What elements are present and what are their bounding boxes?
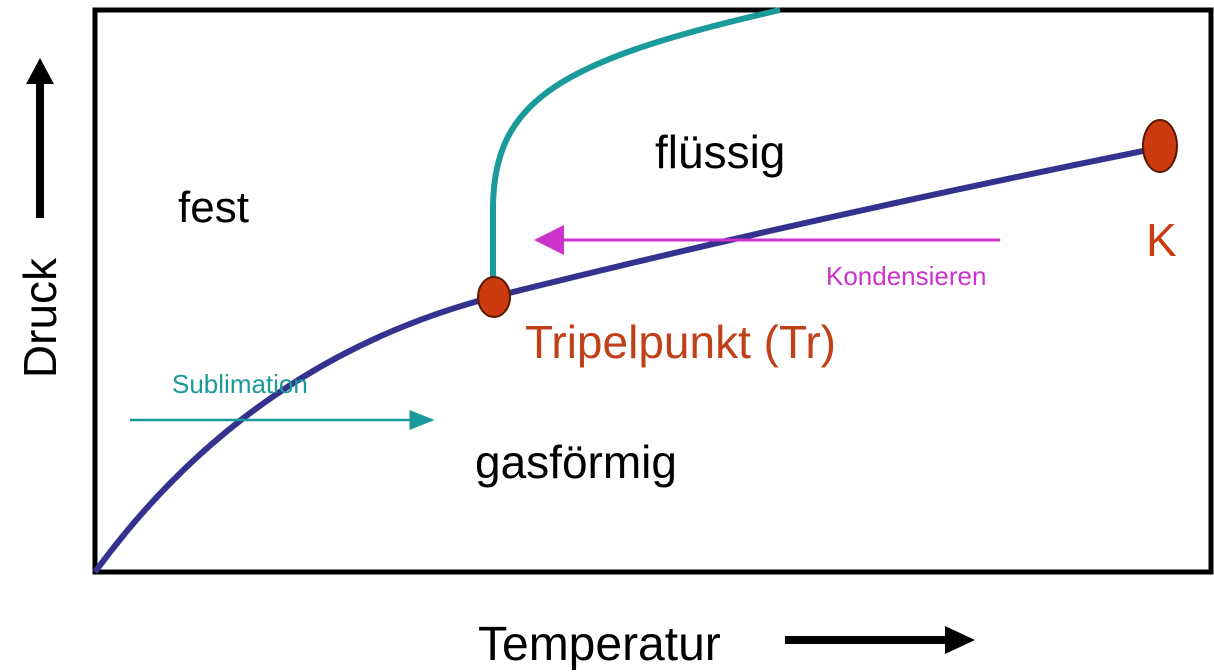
region-label: gasförmig	[475, 436, 677, 488]
vapor-curve	[492, 145, 1159, 300]
critical-point	[1142, 119, 1178, 173]
region-label: flüssig	[655, 126, 785, 178]
frame	[92, 7, 1214, 575]
x-axis-arrowhead	[945, 626, 975, 654]
region-label: fest	[178, 183, 249, 232]
y-axis-label: Druck	[14, 257, 66, 378]
point-label: Tripelpunkt (Tr)	[525, 316, 836, 368]
x-axis-label: Temperatur	[478, 618, 721, 671]
arrow-label: Kondensieren	[826, 261, 986, 291]
arrow-label: Sublimation	[172, 369, 308, 399]
triple-point	[477, 276, 511, 318]
point-label: K	[1146, 214, 1177, 266]
melting-curve	[490, 7, 781, 288]
sublimation-curve	[92, 294, 494, 574]
y-axis-arrowhead	[26, 58, 54, 84]
